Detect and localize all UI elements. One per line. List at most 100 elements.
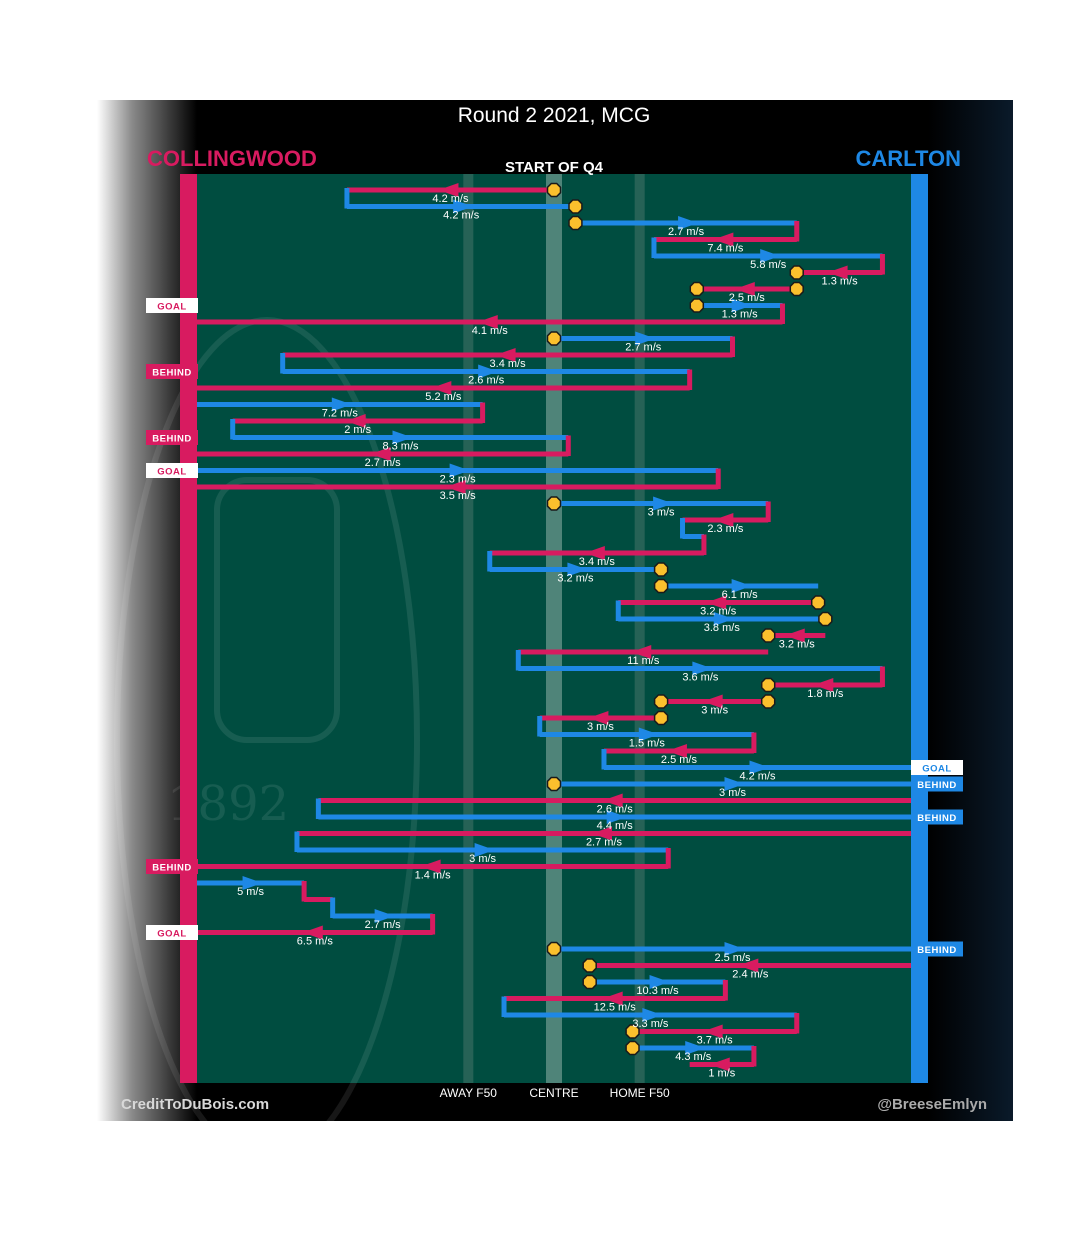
score-badge-2 [146,430,198,445]
speed-label-28: 3.2 m/s [779,639,816,651]
speed-label-20: 3 m/s [648,507,675,519]
stoppage-marker-start-1 [546,182,562,198]
watermark-shield [214,477,340,743]
score-badge-label-9: BEHIND [917,945,956,956]
stoppage-marker-start-26 [810,595,826,610]
speed-labels: 4.2 m/s4.2 m/s2.7 m/s7.4 m/s5.8 m/s1.3 m… [237,193,858,1080]
stoppage-marker-start-32 [760,694,776,709]
direction-arrow-10 [635,331,656,346]
stoppage-marker-start-49 [582,974,597,990]
speed-label-27: 3.8 m/s [704,622,741,634]
team-left-title: COLLINGWOOD [147,146,317,171]
possession-paths [197,183,911,1072]
chart-title: Round 2 2021, MCG [458,104,651,127]
chart-subtitle: START OF Q4 [505,159,604,176]
stoppage-marker-end-6 [789,265,804,280]
speed-label-36: 4.2 m/s [739,771,776,783]
speed-label-41: 3 m/s [469,853,496,865]
speed-label-46: 6.5 m/s [297,936,334,948]
direction-arrow-17 [370,447,391,461]
direction-arrow-8 [731,298,752,313]
speed-label-18: 2.3 m/s [440,474,477,486]
stoppage-marker-end-24 [653,562,669,577]
score-badges: GOAL BEHIND BEHIND GOAL GOAL BEHIND BEHIND BEHI… [146,298,963,957]
stoppage-marker-end-48 [582,958,597,973]
speed-label-3: 2.7 m/s [668,226,705,238]
speed-label-8: 1.3 m/s [722,309,759,321]
stoppage-marker-start-7 [789,281,804,297]
score-badge-label-6: BEHIND [917,813,956,824]
speed-label-43: 5 m/s [237,886,264,898]
score-badge-label-5: BEHIND [917,780,956,791]
chart-svg: 1892 4.2 m/s4.2 m/s2.7 m/s7.4 m/s5.8 m/s… [97,100,1013,1121]
speed-label-39: 4.4 m/s [597,820,634,832]
speed-label-11: 3.4 m/s [490,358,527,370]
zone-line-1 [546,174,562,1083]
stoppage-marker-end-7 [689,281,705,297]
speed-label-45: 2.7 m/s [365,919,402,931]
direction-arrow-19 [445,480,466,494]
team-bars [180,174,928,1083]
score-badge-label-1: BEHIND [152,368,191,379]
footer-handle: @BreeseEmlyn [877,1096,987,1113]
speed-label-30: 3.6 m/s [682,672,719,684]
stoppage-marker-end-27 [818,611,833,627]
direction-arrow-40 [591,826,612,841]
speed-label-42: 1.4 m/s [415,870,452,882]
speed-label-12: 2.6 m/s [468,375,505,387]
direction-arrow-31 [813,678,834,692]
score-badge-label-4: GOAL [922,764,951,775]
speed-label-33: 3 m/s [587,721,614,733]
direction-arrow-7 [734,282,755,296]
speed-label-31: 1.8 m/s [807,688,844,700]
speed-label-4: 7.4 m/s [707,243,744,255]
direction-arrow-52 [702,1024,723,1039]
score-badge-5 [911,776,963,792]
score-badge-1 [146,364,198,379]
direction-arrow-38 [602,793,623,808]
stoppage-marker-start-25 [653,578,669,594]
direction-arrow-25 [731,579,752,593]
direction-arrow-34 [638,727,659,742]
speed-label-21: 2.3 m/s [707,523,744,535]
score-badge-label-0: GOAL [157,302,186,313]
zone-line-0 [463,174,474,1083]
speed-label-53: 4.3 m/s [675,1051,712,1063]
speed-label-16: 8.3 m/s [382,441,419,453]
direction-arrow-48 [738,958,759,973]
direction-arrow-11 [495,348,516,362]
stoppage-markers [546,182,833,1056]
direction-arrow-2 [453,199,474,214]
direction-arrow-1 [438,183,459,197]
score-badge-label-3: GOAL [157,467,186,478]
direction-arrow-6 [827,265,848,280]
direction-arrow-41 [474,843,495,857]
direction-arrow-16 [392,430,413,445]
stoppage-marker-end-32 [653,694,669,709]
score-badge-label-2: BEHIND [152,434,191,445]
speed-label-2: 4.2 m/s [443,210,480,222]
speed-label-14: 7.2 m/s [322,408,359,420]
speed-label-15: 2 m/s [344,424,371,436]
speed-label-40: 2.7 m/s [586,837,623,849]
direction-arrow-27 [713,612,734,626]
speed-label-24: 3.2 m/s [557,573,594,585]
speed-label-52: 3.7 m/s [697,1035,734,1047]
stoppage-marker-start-20 [546,496,562,511]
speed-label-25: 6.1 m/s [722,589,759,601]
speed-label-13: 5.2 m/s [425,391,462,403]
direction-arrow-23 [584,546,605,560]
speed-label-38: 2.6 m/s [597,804,634,816]
stoppage-marker-start-3 [568,215,583,231]
direction-arrow-14 [331,397,352,412]
direction-arrow-42 [420,859,441,874]
chart-panel: 1892 4.2 m/s 4.2 m/s 2.7 m/s 7.4 m/s 5.8 m/s… [97,100,1013,1121]
speed-label-9: 4.1 m/s [472,325,509,337]
stoppage-marker-start-53 [625,1040,640,1056]
score-badge-8 [146,925,198,940]
direction-arrow-29 [631,645,652,659]
stoppage-marker-end-28 [760,628,776,643]
speed-label-1: 4.2 m/s [432,193,469,205]
team-right-title: CARLTON [855,146,961,171]
direction-arrow-13 [431,381,452,395]
